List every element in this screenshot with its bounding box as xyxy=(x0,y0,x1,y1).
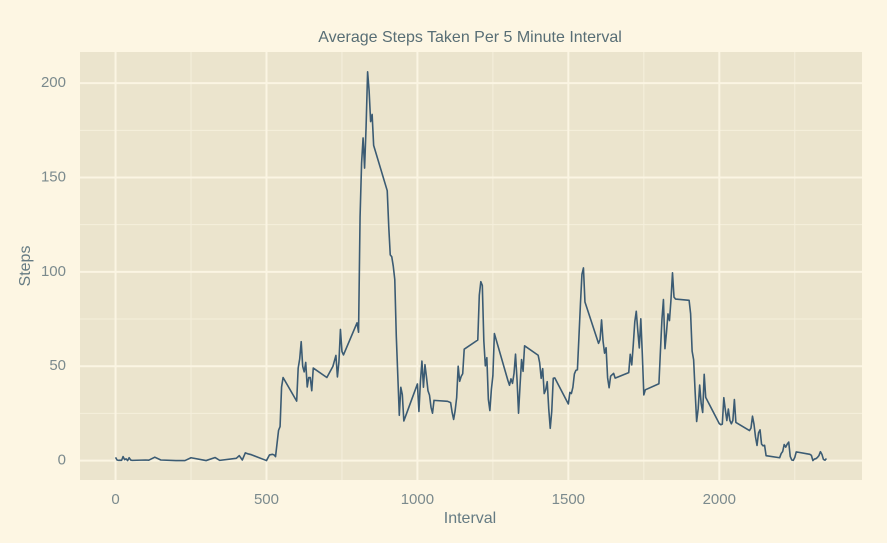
x-tick-label: 1000 xyxy=(401,491,434,508)
y-tick-label: 50 xyxy=(49,357,66,374)
x-tick-label: 0 xyxy=(111,491,119,508)
chart-title: Average Steps Taken Per 5 Minute Interva… xyxy=(318,29,622,46)
x-axis-label: Interval xyxy=(444,510,496,527)
line-series xyxy=(114,71,828,462)
x-tick-label: 1500 xyxy=(552,491,585,508)
y-axis-label: Steps xyxy=(17,246,34,287)
y-tick-label: 100 xyxy=(41,263,66,280)
y-tick-label: 200 xyxy=(41,74,66,91)
x-tick-label: 2000 xyxy=(703,491,736,508)
plot-panel xyxy=(80,52,862,480)
y-tick-label: 0 xyxy=(58,452,66,469)
y-tick-label: 150 xyxy=(41,168,66,185)
x-tick-label: 500 xyxy=(254,491,279,508)
